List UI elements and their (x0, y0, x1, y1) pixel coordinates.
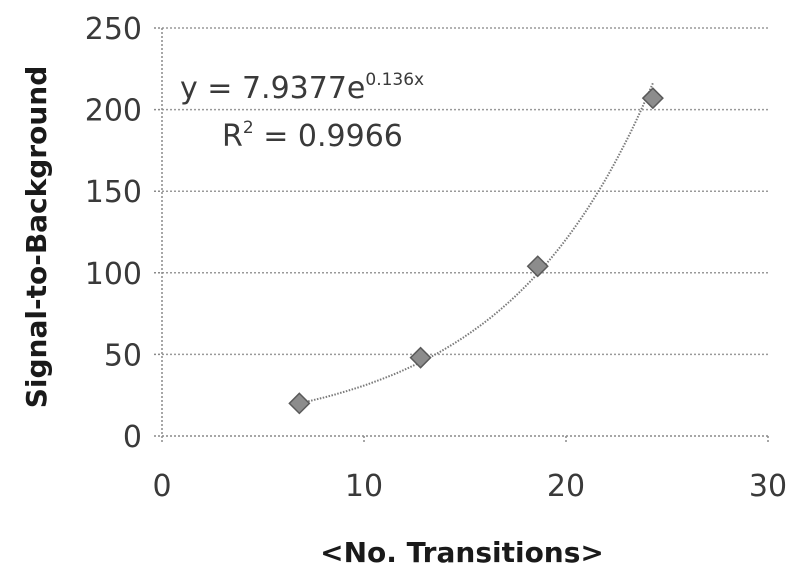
y-tick-label-0: 0 (123, 420, 142, 455)
x-axis-title: <No. Transitions> (320, 536, 604, 569)
x-tick-labels: 0 10 20 30 (152, 469, 787, 504)
trendline-equation: y = 7.9377e0.136x (180, 70, 424, 106)
equation-base: y = 7.9377e (180, 71, 365, 106)
data-point-3 (643, 88, 663, 108)
y-tick-label-5: 250 (85, 12, 142, 47)
x-tick-label-3: 30 (749, 469, 787, 504)
y-tick-label-3: 150 (85, 175, 142, 210)
r2-value: = 0.9966 (254, 119, 403, 154)
r-squared-label: R2 = 0.9966 (222, 118, 403, 154)
y-tick-label-1: 50 (104, 338, 142, 373)
r2-exponent: 2 (243, 118, 254, 138)
y-tick-label-2: 100 (85, 257, 142, 292)
x-tick-label-1: 10 (345, 469, 383, 504)
x-tick-label-0: 0 (152, 469, 171, 504)
y-axis-title: Signal-to-Background (20, 66, 53, 409)
equation-exponent: 0.136x (365, 70, 424, 90)
r2-prefix: R (222, 119, 243, 154)
data-point-0 (289, 393, 309, 413)
x-tick-label-2: 20 (547, 469, 585, 504)
y-tick-labels: 0 50 100 150 200 250 (85, 12, 142, 455)
y-tick-label-4: 200 (85, 94, 142, 129)
